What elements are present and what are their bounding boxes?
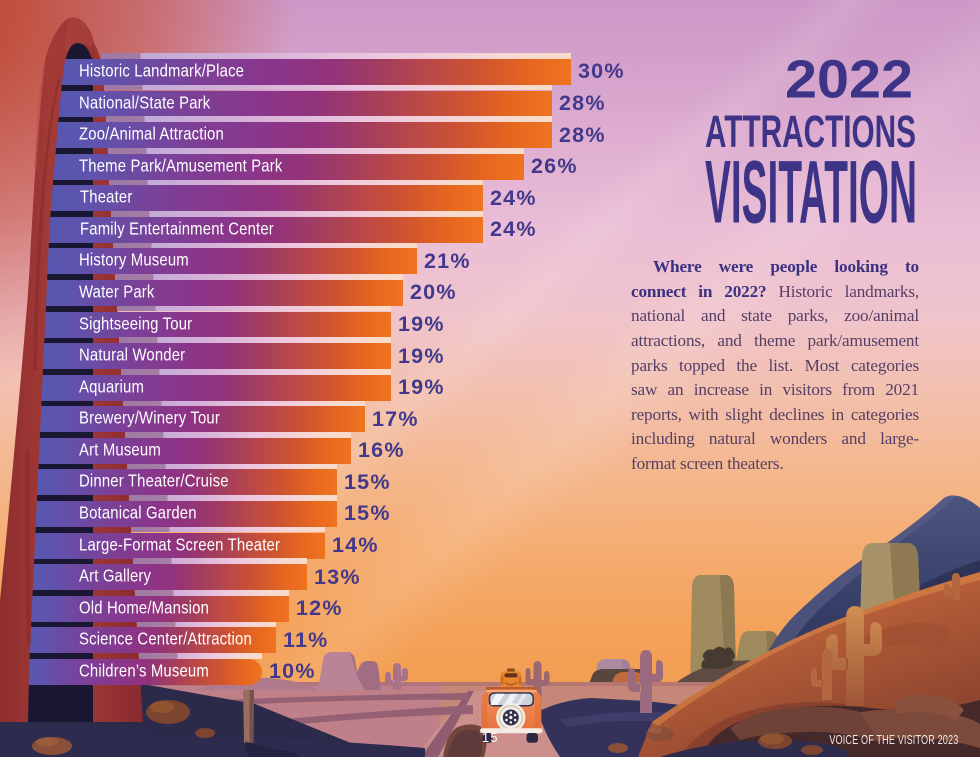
svg-text:VISITATION: VISITATION [705, 142, 917, 241]
svg-text:2022: 2022 [785, 50, 913, 110]
svg-text:ATTRACTIONS: ATTRACTIONS [705, 106, 916, 157]
